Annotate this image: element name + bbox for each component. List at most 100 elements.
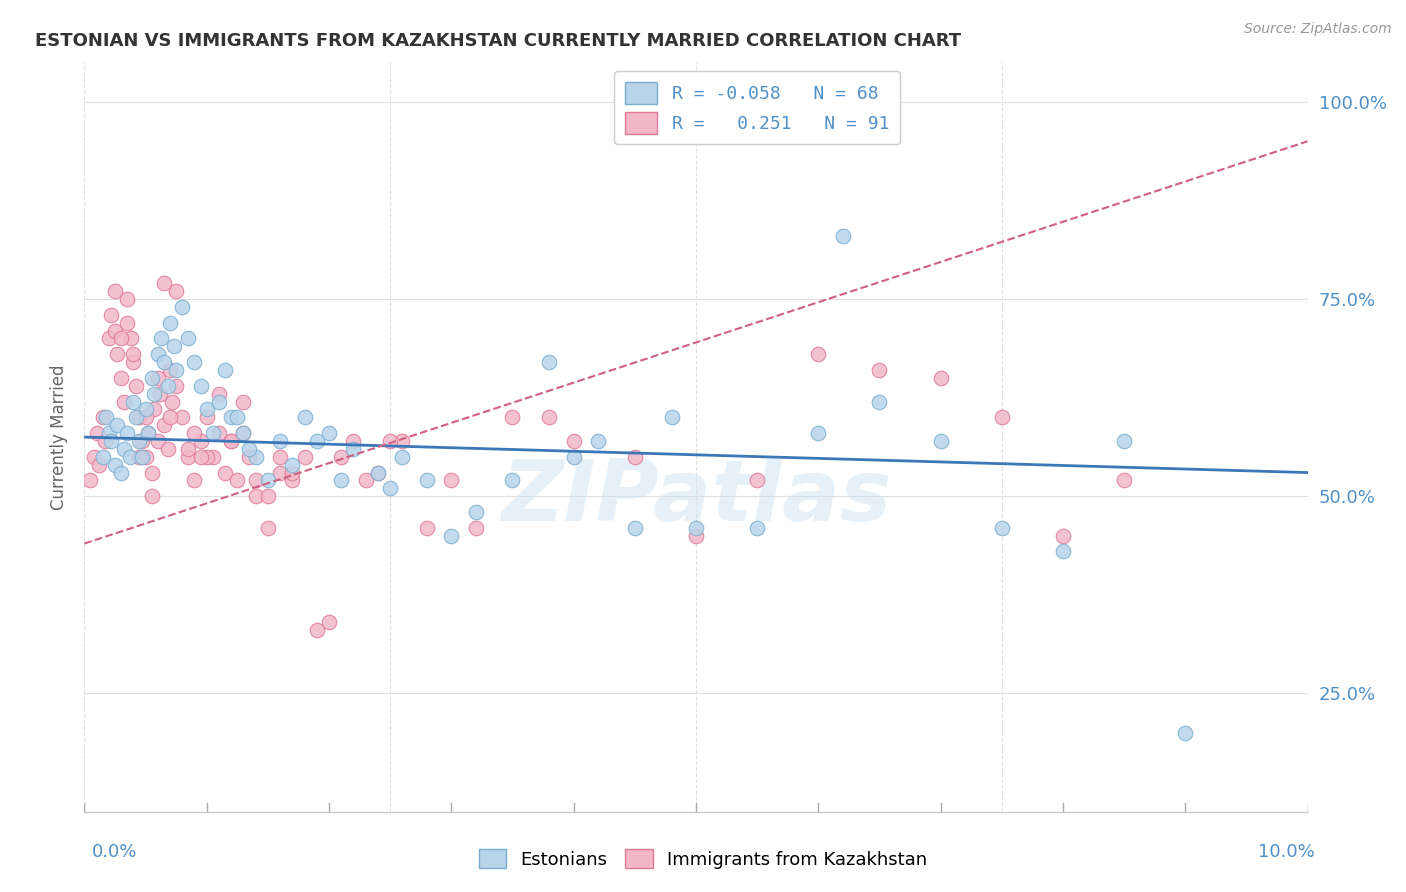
Point (330, 450, 353, 464)
Point (86, 426, 108, 441)
Point (991, 410, 1014, 425)
Point (201, 426, 224, 441)
Point (318, 615, 340, 630)
Point (177, 331, 200, 345)
Point (538, 410, 561, 425)
Point (807, 347, 830, 361)
Point (115, 292, 138, 306)
Y-axis label: Currently Married: Currently Married (51, 364, 69, 510)
Point (195, 450, 218, 464)
Point (294, 410, 316, 425)
Point (1052, 544, 1074, 558)
Point (115, 426, 138, 441)
Point (464, 521, 486, 535)
Text: 10.0%: 10.0% (1258, 843, 1315, 861)
Point (391, 434, 413, 448)
Point (269, 450, 291, 464)
Point (177, 442, 200, 456)
Point (747, 474, 769, 488)
Point (226, 410, 249, 425)
Point (104, 284, 127, 298)
Point (172, 300, 194, 314)
Point (354, 474, 377, 488)
Point (502, 410, 524, 425)
Point (831, 229, 853, 244)
Point (281, 458, 304, 472)
Point (131, 450, 153, 464)
Point (1052, 529, 1074, 543)
Point (502, 474, 524, 488)
Point (96, 410, 118, 425)
Point (281, 474, 304, 488)
Point (214, 466, 236, 480)
Point (165, 284, 187, 298)
Point (146, 347, 169, 361)
Point (416, 474, 439, 488)
Point (100, 308, 122, 322)
Point (165, 379, 187, 393)
Point (586, 434, 609, 448)
Point (208, 386, 231, 401)
Point (94, 434, 117, 448)
Point (110, 331, 132, 345)
Point (159, 316, 181, 330)
Text: Source: ZipAtlas.com: Source: ZipAtlas.com (1244, 22, 1392, 37)
Text: ESTONIAN VS IMMIGRANTS FROM KAZAKHSTAN CURRENTLY MARRIED CORRELATION CHART: ESTONIAN VS IMMIGRANTS FROM KAZAKHSTAN C… (35, 32, 962, 50)
Point (162, 394, 184, 409)
Point (318, 426, 340, 441)
Point (195, 402, 218, 417)
Point (122, 355, 145, 369)
Point (747, 521, 769, 535)
Point (112, 442, 135, 456)
Point (165, 363, 187, 377)
Point (128, 410, 150, 425)
Point (562, 434, 585, 448)
Point (380, 481, 402, 495)
Point (183, 474, 205, 488)
Point (219, 410, 242, 425)
Point (562, 450, 585, 464)
Point (869, 394, 891, 409)
Point (201, 450, 224, 464)
Point (128, 450, 150, 464)
Point (1174, 726, 1197, 740)
Point (183, 355, 205, 369)
Point (141, 466, 163, 480)
Point (172, 410, 194, 425)
Point (128, 434, 150, 448)
Point (257, 489, 280, 503)
Point (257, 474, 280, 488)
Point (153, 418, 176, 433)
Point (305, 624, 328, 638)
Point (153, 355, 176, 369)
Point (238, 450, 260, 464)
Point (464, 505, 486, 519)
Point (163, 339, 186, 353)
Point (146, 434, 169, 448)
Point (105, 347, 128, 361)
Point (624, 450, 647, 464)
Point (238, 442, 260, 456)
Point (380, 434, 402, 448)
Point (97, 331, 120, 345)
Point (150, 331, 173, 345)
Point (136, 426, 159, 441)
Point (87, 458, 110, 472)
Point (153, 277, 176, 291)
Point (190, 379, 212, 393)
Point (183, 426, 205, 441)
Point (131, 434, 153, 448)
Point (367, 466, 389, 480)
Point (83, 450, 105, 464)
Point (440, 474, 463, 488)
Point (367, 466, 389, 480)
Point (991, 521, 1014, 535)
Point (269, 434, 291, 448)
Point (685, 521, 707, 535)
Point (281, 466, 304, 480)
Point (143, 386, 166, 401)
Point (245, 489, 267, 503)
Point (136, 426, 159, 441)
Point (208, 426, 231, 441)
Point (269, 466, 291, 480)
